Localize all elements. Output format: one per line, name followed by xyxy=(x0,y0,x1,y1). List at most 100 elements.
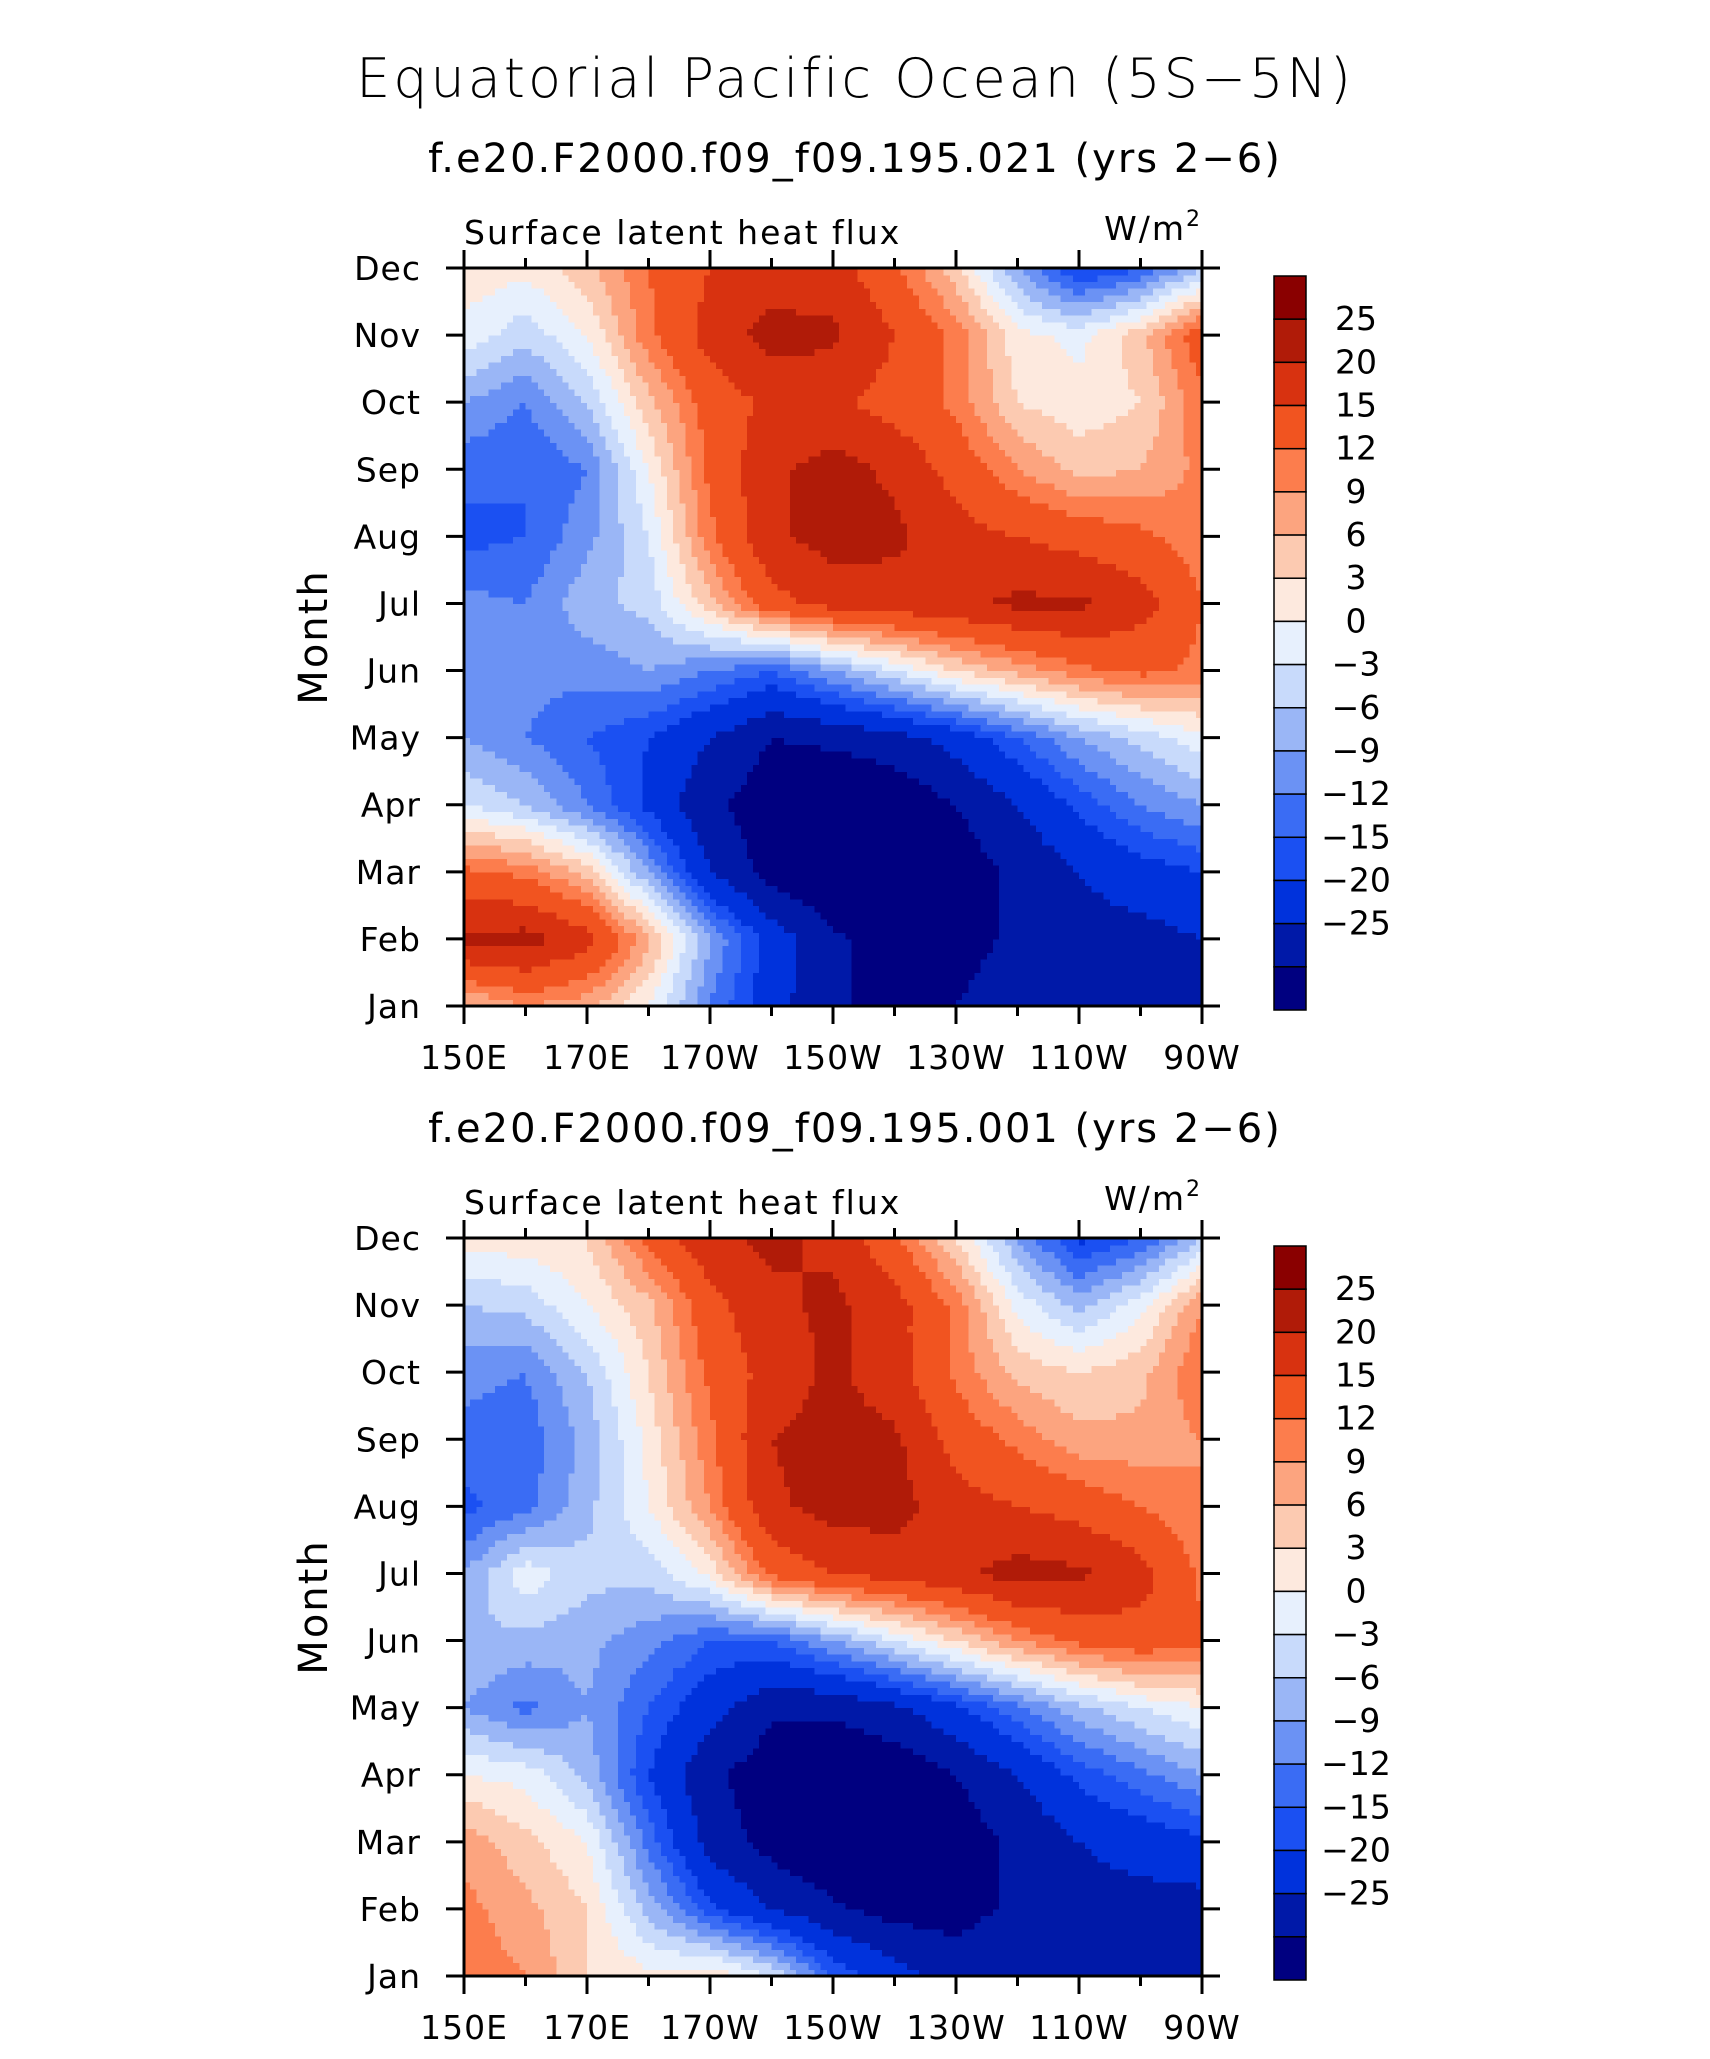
contour-cell xyxy=(931,757,939,766)
contour-cell xyxy=(777,865,785,873)
contour-cell xyxy=(943,804,951,813)
contour-cell xyxy=(1140,851,1148,859)
contour-cell xyxy=(1005,932,1012,940)
contour-cell xyxy=(900,945,908,953)
contour-cell xyxy=(494,945,502,953)
contour-cell xyxy=(1158,959,1166,967)
contour-cell xyxy=(1189,952,1197,960)
contour-cell xyxy=(488,918,496,927)
contour-cell xyxy=(863,965,871,974)
contour-cell xyxy=(1042,992,1049,1000)
contour-cell xyxy=(580,777,588,786)
contour-cell xyxy=(1140,999,1148,1006)
contour-cell xyxy=(857,818,865,826)
contour-cell xyxy=(513,959,520,967)
contour-field xyxy=(464,268,1202,1006)
contour-cell xyxy=(1005,757,1012,766)
contour-cell xyxy=(587,959,594,967)
contour-cell xyxy=(525,925,533,933)
contour-cell xyxy=(925,777,932,786)
contour-cell xyxy=(906,831,914,839)
contour-cell xyxy=(574,885,582,893)
contour-cell xyxy=(593,965,600,974)
contour-cell xyxy=(949,851,957,859)
contour-cell xyxy=(956,831,963,839)
contour-cell xyxy=(1128,757,1135,766)
contour-cell xyxy=(703,905,711,913)
contour-cell xyxy=(673,959,680,967)
contour-cell xyxy=(1109,972,1117,980)
contour-cell xyxy=(912,744,920,752)
contour-cell xyxy=(500,670,508,678)
contour-cell xyxy=(519,824,527,833)
contour-cell xyxy=(1171,737,1178,745)
contour-cell xyxy=(1103,918,1111,927)
contour-cell xyxy=(1115,744,1123,752)
contour-cell xyxy=(759,945,766,953)
contour-cell xyxy=(636,992,643,1000)
contour-cell xyxy=(574,831,582,839)
contour-cell xyxy=(753,959,760,967)
contour-cell xyxy=(1029,818,1037,826)
contour-cell xyxy=(1029,945,1037,953)
contour-cell xyxy=(476,979,484,987)
contour-cell xyxy=(1103,744,1111,752)
contour-cell xyxy=(863,818,871,826)
contour-cell xyxy=(851,831,859,839)
contour-cell xyxy=(1035,811,1043,819)
contour-cell xyxy=(740,838,748,846)
contour-cell xyxy=(636,844,643,853)
contour-cell xyxy=(660,784,668,792)
contour-cell xyxy=(593,838,600,846)
contour-cell xyxy=(1085,959,1092,967)
contour-cell xyxy=(685,925,693,933)
contour-cell xyxy=(765,878,773,886)
contour-cell xyxy=(771,878,779,886)
contour-cell xyxy=(580,683,588,692)
contour-cell xyxy=(642,891,650,900)
contour-cell xyxy=(636,811,643,819)
contour-cell xyxy=(568,992,576,1000)
contour-cell xyxy=(1042,871,1049,880)
contour-cell xyxy=(1035,912,1043,920)
contour-cell xyxy=(710,912,717,920)
contour-cell xyxy=(980,824,988,833)
contour-cell xyxy=(519,999,527,1006)
contour-cell xyxy=(1140,777,1148,786)
contour-cell xyxy=(1097,751,1105,759)
contour-cell xyxy=(1060,891,1068,900)
contour-cell xyxy=(1177,925,1185,933)
contour-cell xyxy=(1091,744,1099,752)
contour-cell xyxy=(494,932,502,940)
contour-cell xyxy=(611,831,619,839)
contour-cell xyxy=(513,918,520,927)
contour-cell xyxy=(574,710,582,719)
contour-cell xyxy=(1097,918,1105,927)
contour-cell xyxy=(1035,972,1043,980)
contour-cell xyxy=(464,985,471,994)
contour-cell xyxy=(1054,959,1062,967)
contour-cell xyxy=(556,938,563,947)
contour-cell xyxy=(980,744,988,752)
contour-cell xyxy=(1146,952,1154,960)
contour-cell xyxy=(1146,791,1154,799)
contour-cell xyxy=(722,804,730,813)
contour-cell xyxy=(740,844,748,853)
contour-cell xyxy=(863,959,871,967)
contour-cell xyxy=(1085,865,1092,873)
contour-cell xyxy=(1122,985,1129,994)
contour-cell xyxy=(783,932,791,940)
contour-cell xyxy=(599,744,607,752)
contour-cell xyxy=(912,945,920,953)
contour-cell xyxy=(605,932,613,940)
contour-cell xyxy=(1072,972,1080,980)
contour-cell xyxy=(488,804,496,813)
contour-cell xyxy=(894,878,902,886)
contour-cell xyxy=(777,918,785,927)
contour-cell xyxy=(654,999,662,1006)
contour-cell xyxy=(857,912,865,920)
contour-cell xyxy=(1017,737,1025,745)
contour-cell xyxy=(789,945,797,953)
contour-cell xyxy=(789,737,797,745)
contour-cell xyxy=(507,871,514,880)
